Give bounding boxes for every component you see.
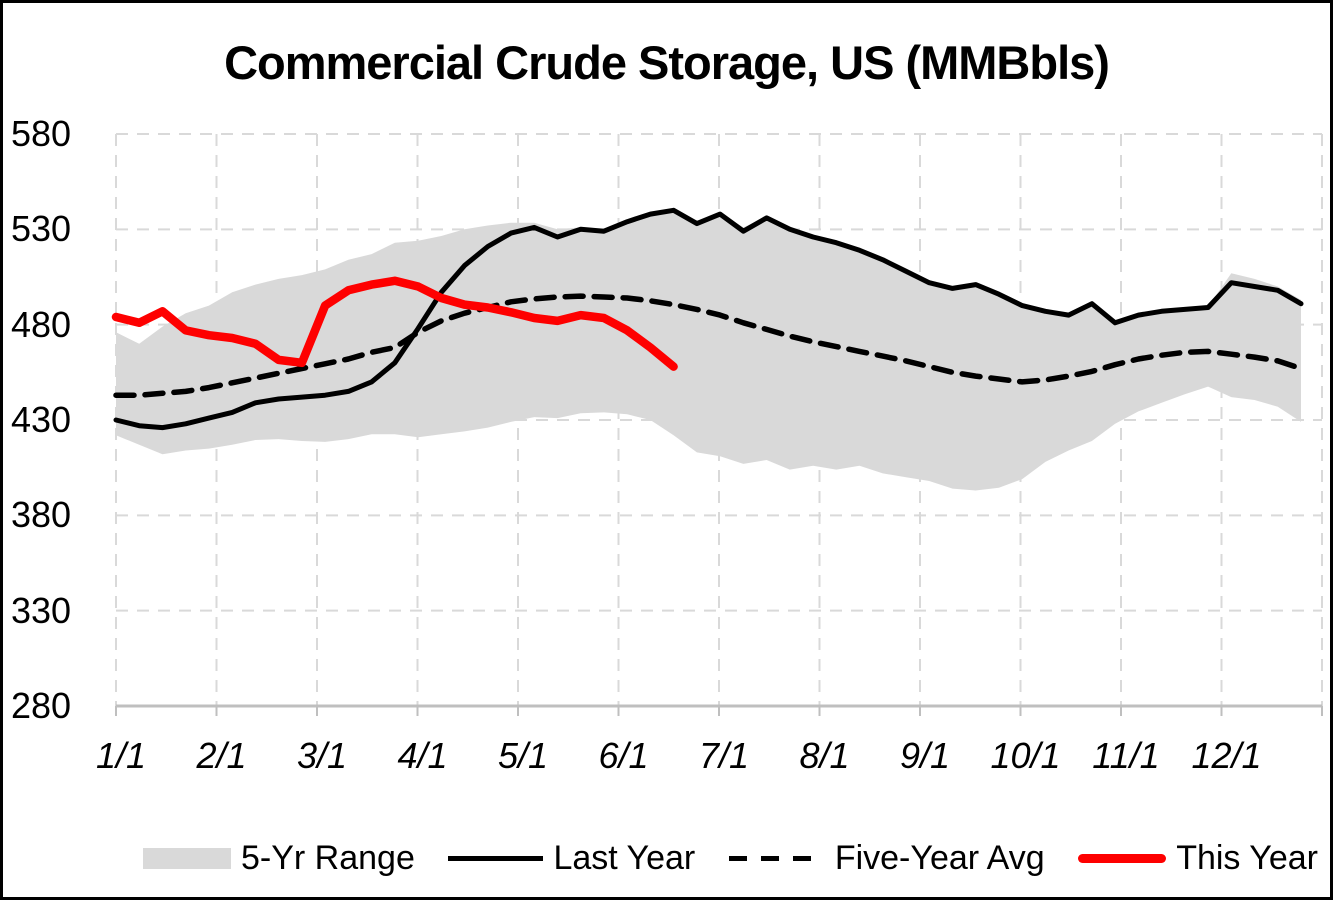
x-tick-label: 9/1 xyxy=(899,735,951,776)
x-tick-label: 4/1 xyxy=(397,735,448,776)
legend-item-this-year: This Year xyxy=(1078,839,1318,878)
chart-title: Commercial Crude Storage, US (MMBbls) xyxy=(224,36,1110,89)
x-tick-label: 3/1 xyxy=(296,735,348,776)
legend-label: 5-Yr Range xyxy=(241,838,415,877)
legend: 5-Yr Range Last Year Five-Year Avg This … xyxy=(143,831,1318,885)
last-year-line xyxy=(113,207,1304,431)
this-year-line xyxy=(111,276,678,371)
five-year-range-band xyxy=(116,210,1301,491)
x-tick-label: 5/1 xyxy=(497,735,549,776)
x-tick-label: 8/1 xyxy=(799,735,850,776)
x-tick-label: 2/1 xyxy=(196,735,247,776)
legend-item-5yr-range: 5-Yr Range xyxy=(143,839,415,878)
legend-item-five-year-avg: Five-Year Avg xyxy=(728,838,1045,878)
dashed-line-swatch-icon xyxy=(728,855,825,861)
x-tick-label: 12/1 xyxy=(1191,735,1262,776)
y-tick-label: 330 xyxy=(11,589,72,631)
x-tick-label: 6/1 xyxy=(598,735,649,776)
x-tick-label: 10/1 xyxy=(990,735,1061,776)
y-tick-label: 380 xyxy=(11,494,72,536)
x-tick-label: 11/1 xyxy=(1092,735,1160,776)
legend-label: Five-Year Avg xyxy=(834,838,1045,877)
y-tick-label: 530 xyxy=(11,208,72,250)
legend-label: Last Year xyxy=(553,838,696,877)
legend-label: This Year xyxy=(1176,838,1318,877)
chart-plot-area xyxy=(111,133,1323,716)
band-swatch-icon xyxy=(143,847,231,869)
x-tick-label: 1/1 xyxy=(95,735,147,776)
solid-line-swatch-icon xyxy=(448,855,544,861)
x-tick-label: 7/1 xyxy=(698,735,750,776)
five-year-avg-line xyxy=(113,293,1304,398)
y-tick-label: 480 xyxy=(11,303,72,345)
y-tick-label: 280 xyxy=(11,685,72,726)
thick-line-swatch-icon xyxy=(1078,853,1167,863)
legend-item-last-year: Last Year xyxy=(448,839,695,878)
y-tick-label: 430 xyxy=(11,399,72,440)
y-tick-label: 580 xyxy=(11,113,72,154)
